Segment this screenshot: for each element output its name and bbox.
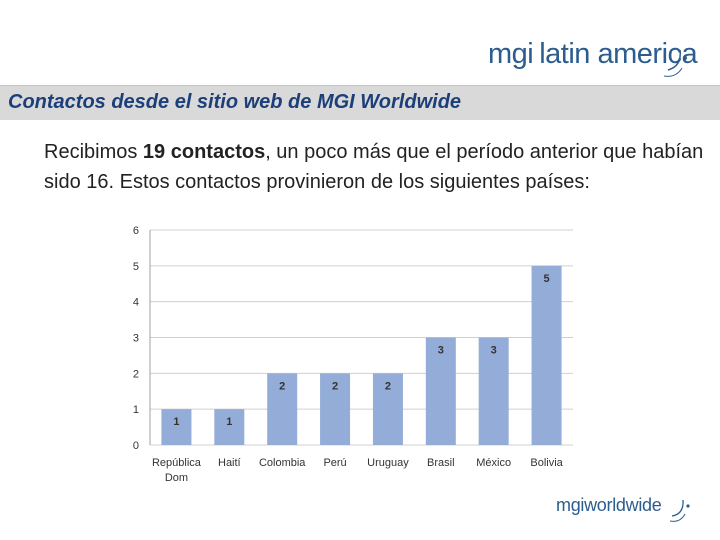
x-tick-label: Uruguay: [367, 457, 409, 469]
logo-top-rest: latin america: [539, 37, 698, 70]
body-text-before: Recibimos: [44, 141, 143, 163]
data-label: 1: [173, 416, 179, 428]
data-label: 3: [438, 345, 444, 357]
y-tick-label: 2: [133, 368, 139, 380]
bar: [372, 373, 403, 445]
data-label: 2: [385, 380, 391, 392]
mgi-latin-america-logo: mgi latin america: [488, 36, 698, 72]
logo-top-mgi: mgi: [488, 37, 534, 70]
y-tick-label: 4: [133, 297, 139, 309]
y-tick-label: 1: [133, 404, 139, 416]
y-tick-label: 5: [133, 261, 139, 273]
x-tick-label: República: [152, 457, 202, 469]
x-tick-label: Brasil: [427, 457, 455, 469]
logo-bottom-text: mgiworldwide: [556, 494, 662, 515]
bar: [425, 337, 456, 445]
body-paragraph: Recibimos 19 contactos, un poco más que …: [44, 137, 704, 197]
logo-swirl-icon: [663, 49, 687, 77]
x-tick-label: Perú: [323, 457, 346, 469]
body-text-after: , un poco más que el período anterior qu…: [44, 141, 704, 193]
data-label: 2: [279, 380, 285, 392]
data-label: 1: [226, 416, 232, 428]
x-tick-label: Colombia: [259, 457, 306, 469]
y-tick-label: 6: [133, 225, 139, 237]
bar: [478, 337, 509, 445]
data-label: 3: [491, 345, 497, 357]
logo-bottom-swirl-icon: [669, 499, 690, 522]
data-label: 2: [332, 380, 338, 392]
title-bar: Contactos desde el sitio web de MGI Worl…: [0, 85, 720, 120]
x-tick-label: Bolivia: [530, 457, 563, 469]
y-tick-label: 0: [133, 440, 139, 452]
x-tick-label: México: [476, 457, 511, 469]
bar: [320, 373, 351, 445]
y-tick-label: 3: [133, 333, 139, 345]
bar: [531, 265, 562, 445]
x-tick-label: Haití: [218, 457, 241, 469]
page-title: Contactos desde el sitio web de MGI Worl…: [8, 91, 462, 113]
mgi-worldwide-logo: mgiworldwide: [556, 492, 662, 518]
bar: [214, 409, 245, 445]
bar: [267, 373, 298, 445]
data-label: 5: [544, 273, 550, 285]
bar: [161, 409, 192, 445]
x-tick-label: Dom: [165, 472, 188, 484]
body-text-bold: 19 contactos: [142, 141, 266, 163]
